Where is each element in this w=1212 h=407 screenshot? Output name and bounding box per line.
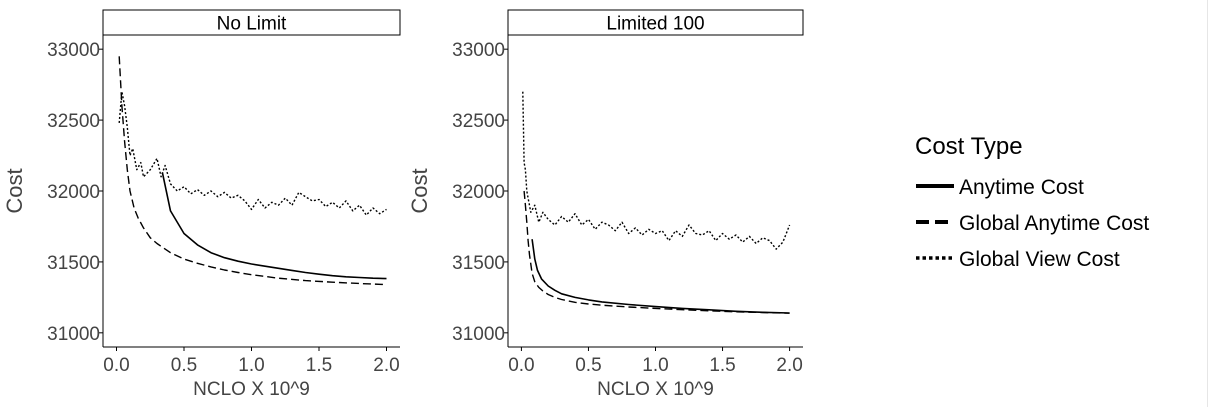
x-tick-label: 0.0 [508,355,534,376]
facet-strip [102,9,401,36]
y-tick-label: 33000 [47,40,100,61]
series-line-global-view-cost [522,91,791,250]
series-line-global-anytime-cost [523,190,790,314]
x-axis-title: NCLO X 10^9 [597,379,714,400]
x-tick-label: 1.0 [238,355,264,376]
legend-entry-label: Anytime Cost [959,176,1084,199]
y-tick-label: 31500 [47,253,100,274]
x-tick-label: 0.5 [171,355,197,376]
series-line-anytime-cost [531,239,790,314]
y-tick-label: 32000 [47,182,100,203]
facet-panel-1: No Limit 31000 31500 32000 32500 33000 0.0 0.5 1… [2,9,401,400]
series-line-anytime-cost [161,172,387,280]
right-edge-divider [1207,0,1208,407]
facet-strip-label: Limited 100 [606,14,704,35]
legend-title: Cost Type [915,133,1023,160]
y-tick-label: 33000 [452,40,505,61]
x-tick-label: 1.5 [709,355,735,376]
facet-strip [507,9,804,36]
y-tick-label: 31500 [452,253,505,274]
x-tick-label: 2.0 [776,355,802,376]
y-tick-label: 32000 [452,182,505,203]
y-tick-label: 31000 [47,324,100,345]
x-tick-label: 0.5 [575,355,601,376]
y-tick-label: 32500 [47,111,100,132]
y-axis-title: Cost [2,168,27,213]
x-tick-label: 0.0 [103,355,129,376]
facet-panel-2: Limited 100 31000 31500 32000 32500 33000 0.0 0… [407,9,804,400]
legend-entry-label: Global Anytime Cost [959,212,1149,235]
legend: Cost Type Anytime Cost Global Anytime Cost… [915,133,1149,271]
facet-strip-label: No Limit [217,14,287,35]
series-line-global-view-cost [118,91,387,216]
legend-entry-label: Global View Cost [959,248,1120,271]
y-tick-label: 31000 [452,324,505,345]
y-axis-title: Cost [407,168,432,213]
series-line-global-anytime-cost [118,56,387,286]
x-tick-label: 1.0 [642,355,668,376]
x-axis-title: NCLO X 10^9 [193,379,310,400]
y-tick-label: 32500 [452,111,505,132]
x-tick-label: 1.5 [306,355,332,376]
x-tick-label: 2.0 [373,355,399,376]
